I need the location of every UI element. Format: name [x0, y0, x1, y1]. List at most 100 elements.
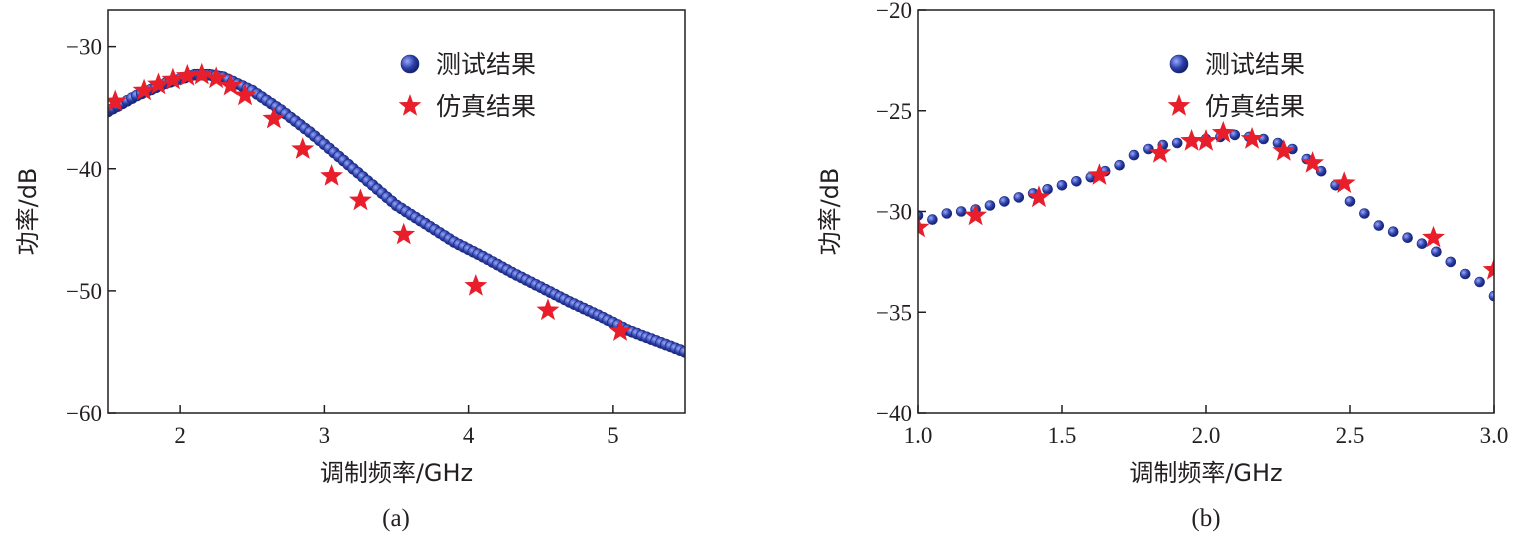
simulated-point — [219, 73, 242, 96]
simulated-point — [349, 188, 372, 211]
y-tick-label: −20 — [876, 0, 912, 23]
legend-measured-label-b: 测试结果 — [1205, 50, 1305, 79]
measured-point — [679, 346, 685, 358]
chart-panel-b: 1.0 1.5 2.0 2.5 3.0−40−35−30−25−20 调制频率/GHz … — [816, 0, 1508, 532]
simulated-point — [392, 222, 416, 245]
simulated-point — [536, 298, 560, 321]
measured-point — [927, 214, 938, 225]
simulated-point — [1180, 129, 1203, 151]
simulated-point — [1240, 127, 1264, 149]
simulated-point — [291, 137, 315, 159]
x-tick-label: 4 — [463, 423, 475, 448]
legend-simulated-marker-b — [1167, 94, 1191, 116]
plot-frame-a — [107, 9, 686, 414]
measured-point — [1474, 276, 1485, 288]
simulated-point — [464, 274, 488, 296]
y-tick-label: −30 — [876, 200, 912, 225]
x-tick-label: 2.5 — [1336, 423, 1365, 448]
measured-point — [1445, 256, 1457, 268]
measured-point — [984, 200, 996, 211]
simulated-point — [233, 83, 257, 106]
x-tick-label: 3 — [319, 423, 331, 448]
y-tick-label: −40 — [66, 157, 102, 182]
measured-point — [999, 196, 1010, 207]
simulated-point — [918, 215, 930, 238]
legend-measured-label-a: 测试结果 — [436, 50, 536, 79]
x-axis-label-b: 调制频率/GHz — [1129, 459, 1282, 487]
x-tick-label: 2 — [174, 423, 186, 448]
simulated-series-a — [108, 62, 632, 341]
chart-panel-a: 2 3 4 5 −60 −50 −40 −30 调制频率/GHz 功率/dB (a) 测试结果… — [14, 9, 686, 532]
legend-a: 测试结果 仿真结果 — [398, 50, 536, 121]
y-axis-label-b: 功率/dB — [816, 168, 844, 256]
simulated-point — [147, 72, 170, 95]
simulated-series-b — [918, 120, 1494, 280]
measured-point — [918, 210, 924, 221]
measured-point — [1315, 165, 1327, 177]
x-tick-label: 3.0 — [1480, 423, 1509, 448]
measured-point — [1344, 196, 1356, 207]
measured-point — [1114, 159, 1125, 171]
ticks-b: 1.0 1.5 2.0 2.5 3.0 −40 −35 −30 −25 −20 — [876, 0, 1508, 448]
legend-b: 测试结果 仿真结果 — [1167, 50, 1305, 121]
caption-a: (a) — [382, 505, 410, 532]
simulated-point — [608, 319, 632, 341]
y-tick-label: −60 — [66, 401, 102, 426]
measured-point — [1171, 137, 1183, 149]
measured-series-b — [918, 129, 1494, 302]
simulated-point — [190, 62, 214, 85]
y-tick-label: −40 — [876, 401, 912, 426]
measured-point — [1387, 226, 1399, 237]
measured-point — [1013, 192, 1025, 203]
simulated-point — [175, 63, 199, 86]
measured-point — [1359, 208, 1370, 219]
x-tick-label: 2.0 — [1192, 423, 1221, 448]
simulated-point — [132, 78, 156, 101]
x-tick-label: 1.0 — [904, 423, 933, 448]
measured-series-a — [108, 68, 685, 358]
measured-point — [1071, 176, 1082, 187]
legend-simulated-label-a: 仿真结果 — [436, 92, 536, 121]
y-tick-label: −30 — [66, 35, 102, 60]
simulated-point — [964, 203, 987, 226]
simulated-point — [1194, 129, 1218, 151]
simulated-point — [262, 106, 286, 129]
measured-point — [1042, 184, 1053, 195]
simulated-point — [320, 164, 343, 186]
measured-point — [1488, 290, 1494, 302]
measured-point — [1056, 180, 1068, 191]
y-tick-label: −25 — [876, 99, 912, 124]
x-tick-label: 1.5 — [1048, 423, 1077, 448]
measured-point — [1229, 129, 1241, 141]
simulated-point — [1148, 141, 1172, 163]
simulated-point — [1088, 163, 1111, 185]
legend-measured-marker-a — [400, 54, 420, 74]
ticks-a: 2 3 4 5 −60 −50 −40 −30 — [66, 35, 619, 448]
x-axis-label-a: 调制频率/GHz — [320, 459, 473, 487]
measured-point — [1373, 220, 1385, 231]
y-tick-label: −35 — [876, 300, 912, 325]
simulated-point — [1301, 151, 1324, 173]
y-tick-label: −50 — [66, 279, 102, 304]
simulated-point — [108, 89, 127, 112]
y-axis-label-a: 功率/dB — [14, 168, 42, 256]
legend-simulated-label-b: 仿真结果 — [1205, 92, 1305, 121]
simulated-point — [1422, 225, 1445, 248]
measured-point — [955, 206, 967, 217]
measured-point — [1459, 268, 1471, 280]
simulated-point — [1332, 171, 1356, 193]
simulated-point — [1272, 139, 1296, 161]
measured-point — [1143, 143, 1154, 155]
simulated-point — [1027, 185, 1051, 208]
simulated-point — [204, 66, 228, 89]
simulated-point — [1211, 120, 1235, 143]
simulated-point — [1482, 257, 1494, 280]
measured-point — [1431, 246, 1442, 258]
x-tick-label: 5 — [607, 423, 619, 448]
measured-point — [941, 208, 953, 219]
legend-measured-marker-b — [1169, 54, 1189, 74]
simulated-point — [161, 67, 185, 90]
measured-point — [1402, 232, 1413, 243]
legend-simulated-marker-a — [398, 94, 422, 116]
